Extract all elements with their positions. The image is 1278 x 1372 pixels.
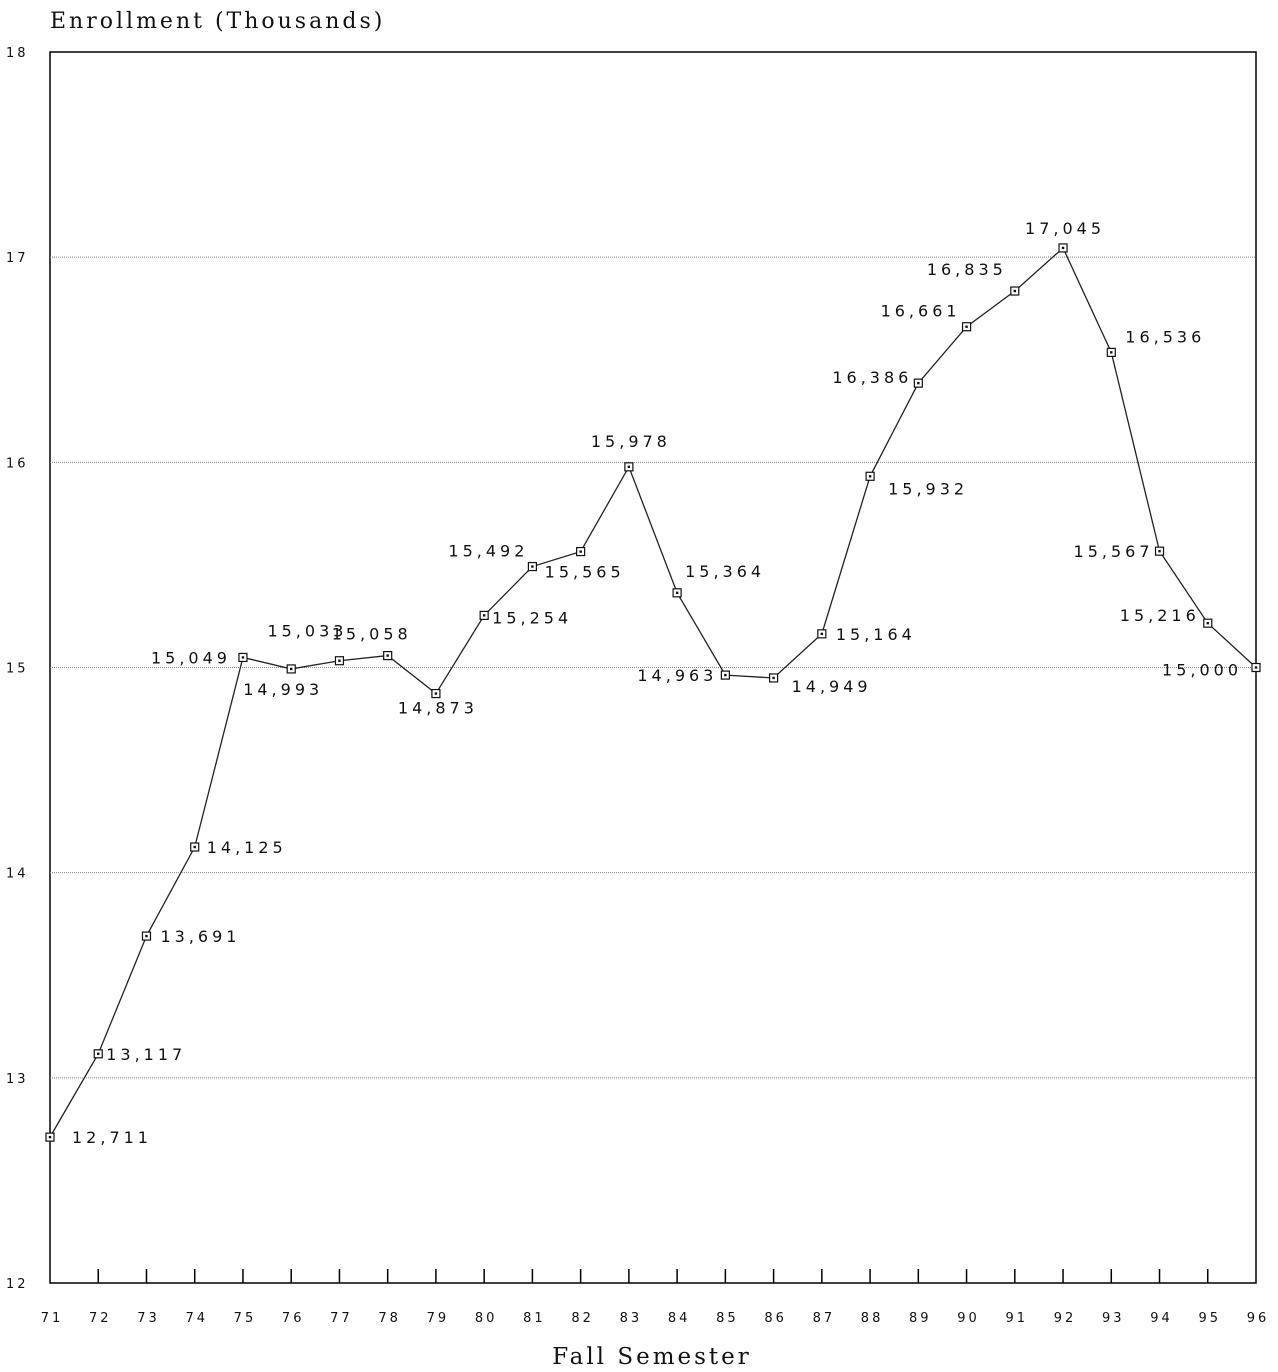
data-point-center bbox=[531, 565, 534, 568]
data-label: 14,949 bbox=[792, 677, 872, 696]
x-tick-label: 96 bbox=[1247, 1311, 1270, 1326]
x-tick-label: 90 bbox=[957, 1311, 980, 1326]
y-tick-label: 18 bbox=[6, 46, 29, 61]
x-tick-label: 91 bbox=[1006, 1311, 1029, 1326]
data-point-center bbox=[1061, 246, 1065, 250]
x-tick-label: 92 bbox=[1054, 1311, 1077, 1326]
data-point-center bbox=[48, 1135, 52, 1139]
y-tick-label: 16 bbox=[6, 456, 29, 471]
data-point-center bbox=[772, 676, 775, 680]
x-tick-label: 80 bbox=[475, 1311, 498, 1326]
series-line bbox=[49, 246, 1257, 1138]
data-label: 15,033 bbox=[267, 622, 347, 641]
data-label: 15,164 bbox=[836, 625, 916, 644]
data-labels: 12,711 13,117 13,691 14,125 15,049 14,993 15,0… bbox=[72, 219, 1242, 1147]
gridlines bbox=[50, 256, 1256, 1079]
data-label: 14,993 bbox=[243, 680, 323, 699]
data-point-center bbox=[290, 667, 293, 671]
x-tick-label: 77 bbox=[330, 1311, 353, 1326]
data-point-center bbox=[145, 934, 148, 938]
data-point-center bbox=[627, 465, 631, 469]
x-tick-label: 75 bbox=[234, 1311, 257, 1326]
data-label: 15,565 bbox=[545, 563, 625, 582]
x-tick-label: 85 bbox=[716, 1311, 739, 1326]
data-label: 16,835 bbox=[927, 260, 1007, 279]
x-tick-label: 81 bbox=[523, 1311, 546, 1326]
y-tick-label: 17 bbox=[6, 251, 29, 266]
data-label: 14,125 bbox=[207, 838, 287, 857]
y-tick-label: 13 bbox=[6, 1072, 29, 1087]
data-point-center bbox=[1206, 621, 1209, 625]
data-point-center bbox=[965, 325, 968, 328]
enrollment-series bbox=[45, 243, 1261, 1142]
x-tick-label: 72 bbox=[89, 1311, 112, 1326]
x-tick-label: 73 bbox=[137, 1311, 160, 1326]
data-label: 12,711 bbox=[72, 1128, 152, 1147]
data-label: 15,216 bbox=[1120, 606, 1200, 625]
x-tick-label: 84 bbox=[668, 1311, 691, 1326]
x-tick-label: 76 bbox=[282, 1311, 305, 1326]
data-label: 13,691 bbox=[160, 927, 240, 946]
x-tick-label: 74 bbox=[185, 1311, 208, 1326]
x-tick-label: 83 bbox=[620, 1311, 643, 1326]
y-tick-label: 15 bbox=[6, 662, 29, 677]
data-label: 15,567 bbox=[1074, 542, 1154, 561]
data-label: 13,117 bbox=[106, 1045, 186, 1064]
y-tick-label: 12 bbox=[6, 1277, 29, 1292]
y-axis-ticks: 12 13 14 15 16 17 18 bbox=[6, 46, 29, 1292]
data-point-center bbox=[434, 692, 438, 695]
data-label: 15,492 bbox=[448, 542, 528, 561]
data-point-center bbox=[338, 659, 341, 662]
data-label: 14,873 bbox=[398, 699, 478, 718]
x-axis-ticks: 71 72 73 74 75 76 77 78 79 80 81 82 83 84 85 86 87 88 89 90… bbox=[41, 1269, 1270, 1326]
data-point-center bbox=[917, 381, 920, 385]
data-label: 15,049 bbox=[151, 648, 231, 667]
x-tick-label: 78 bbox=[378, 1311, 401, 1326]
data-point-center bbox=[1013, 289, 1016, 293]
y-axis-title: Enrollment (Thousands) bbox=[50, 9, 385, 34]
data-label: 17,045 bbox=[1025, 219, 1105, 238]
x-tick-label: 87 bbox=[813, 1311, 836, 1326]
data-label: 15,058 bbox=[332, 625, 412, 644]
data-label: 14,963 bbox=[637, 666, 717, 685]
x-tick-label: 88 bbox=[861, 1311, 884, 1326]
data-point-center bbox=[724, 673, 727, 677]
data-point-center bbox=[1158, 549, 1161, 553]
data-label: 15,932 bbox=[888, 479, 968, 498]
data-point-center bbox=[675, 591, 679, 595]
data-point-center bbox=[97, 1052, 100, 1056]
data-label: 15,254 bbox=[492, 608, 572, 627]
x-tick-label: 86 bbox=[764, 1311, 787, 1326]
data-point-center bbox=[868, 475, 872, 478]
data-point-center bbox=[193, 845, 196, 849]
x-tick-label: 79 bbox=[427, 1311, 450, 1326]
x-tick-label: 82 bbox=[571, 1311, 594, 1326]
data-point-center bbox=[386, 654, 389, 657]
x-tick-label: 95 bbox=[1198, 1311, 1221, 1326]
data-label: 15,978 bbox=[591, 432, 671, 451]
x-axis-title: Fall Semester bbox=[552, 1344, 752, 1370]
data-label: 16,661 bbox=[881, 302, 961, 321]
y-tick-label: 14 bbox=[6, 867, 29, 882]
data-label: 16,386 bbox=[832, 368, 912, 387]
data-point-center bbox=[1254, 666, 1258, 669]
x-tick-label: 93 bbox=[1102, 1311, 1125, 1326]
data-point-center bbox=[482, 614, 486, 617]
data-point-center bbox=[1110, 351, 1113, 354]
data-point-center bbox=[820, 632, 824, 636]
data-label: 15,000 bbox=[1162, 661, 1242, 680]
data-point-center bbox=[579, 550, 582, 553]
data-point-center bbox=[241, 656, 245, 659]
x-tick-label: 71 bbox=[41, 1311, 64, 1326]
x-tick-label: 89 bbox=[909, 1311, 932, 1326]
data-label: 15,364 bbox=[685, 562, 765, 581]
data-label: 16,536 bbox=[1125, 327, 1205, 346]
x-tick-label: 94 bbox=[1150, 1311, 1173, 1326]
